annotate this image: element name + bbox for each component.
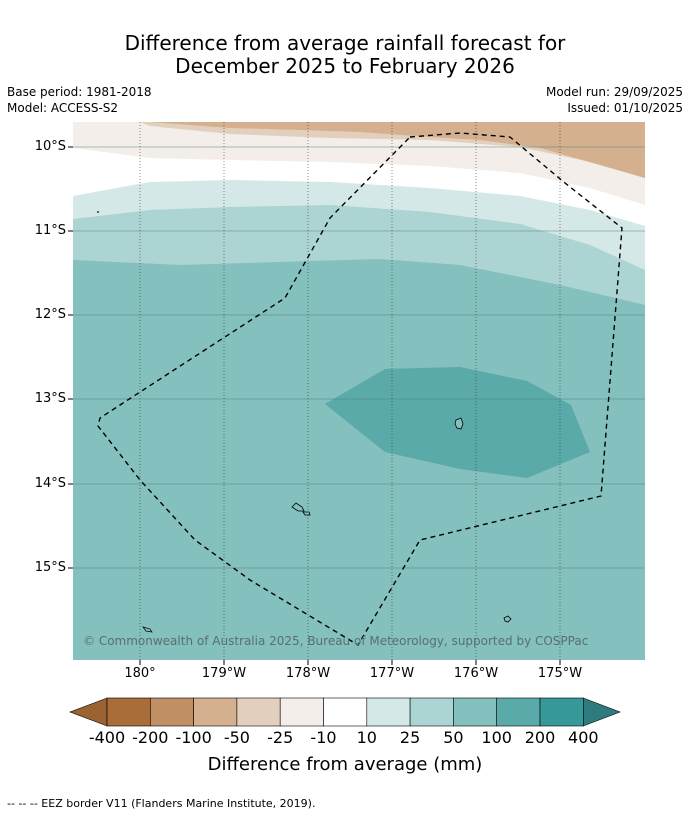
eez-legend-footer: -- -- -- EEZ border V11 (Flanders Marine…: [7, 797, 316, 810]
island-alofi: [302, 511, 311, 516]
colorbar-segment: [496, 697, 541, 727]
colorbar-segment: [150, 697, 194, 727]
colorbar-segment: [409, 697, 454, 727]
colorbar-label: -200: [132, 728, 169, 747]
colorbar-segment: [453, 697, 497, 727]
island-dot: [97, 211, 99, 213]
colorbar-label: 10: [356, 728, 377, 747]
colorbar-segment: [323, 697, 368, 727]
eez-border: [97, 132, 623, 646]
lon-label: 177°W: [369, 666, 415, 681]
island-small-west: [142, 626, 153, 633]
lon-label: 178°W: [285, 666, 331, 681]
colorbar-segment: [366, 697, 411, 727]
colorbar-segment: [539, 697, 584, 727]
lat-label: 15°S: [34, 560, 66, 575]
lat-label: 14°S: [34, 476, 66, 491]
colorbar: [69, 697, 621, 727]
lon-label: 179°W: [201, 666, 247, 681]
copyright-notice: © Commonwealth of Australia 2025, Bureau…: [83, 634, 589, 648]
model-run: Model run: 29/09/2025: [545, 85, 683, 99]
lon-label: 175°W: [537, 666, 583, 681]
colorbar-segment: [106, 697, 151, 727]
colorbar-label: 25: [399, 728, 421, 747]
colorbar-label: -10: [310, 728, 337, 747]
colorbar-over-arrow: [582, 697, 621, 727]
island-wallis: [454, 417, 464, 430]
colorbar-segment: [279, 697, 324, 727]
colorbar-segment: [236, 697, 281, 727]
lon-label: 180°: [124, 666, 156, 681]
colorbar-label: 50: [443, 728, 464, 747]
issued-date: Issued: 01/10/2025: [567, 101, 683, 115]
colorbar-label: -100: [175, 728, 212, 747]
colorbar-label: 100: [481, 728, 512, 747]
colorbar-label: -25: [267, 728, 294, 747]
model-name: Model: ACCESS-S2: [7, 101, 119, 115]
lat-label: 11°S: [34, 223, 66, 238]
map-title-line2: December 2025 to February 2026: [175, 54, 515, 78]
colorbar-title: Difference from average (mm): [207, 754, 483, 775]
base-period: Base period: 1981-2018: [7, 85, 152, 99]
colorbar-label: -400: [88, 728, 126, 747]
lat-label: 13°S: [34, 391, 66, 406]
colorbar-label: 200: [524, 728, 556, 747]
colorbar-segment: [193, 697, 238, 727]
colorbar-under-arrow: [69, 697, 108, 727]
lat-label: 10°S: [34, 139, 66, 154]
colorbar-label: -50: [223, 728, 250, 747]
colorbar-label: 400: [568, 728, 599, 747]
island-futuna: [291, 502, 305, 512]
map-title-line1: Difference from average rainfall forecas…: [124, 31, 566, 55]
lat-label: 12°S: [34, 307, 66, 322]
island-small-south: [503, 615, 512, 623]
lon-label: 176°W: [453, 666, 499, 681]
band-minus100-minus50: [150, 122, 645, 178]
